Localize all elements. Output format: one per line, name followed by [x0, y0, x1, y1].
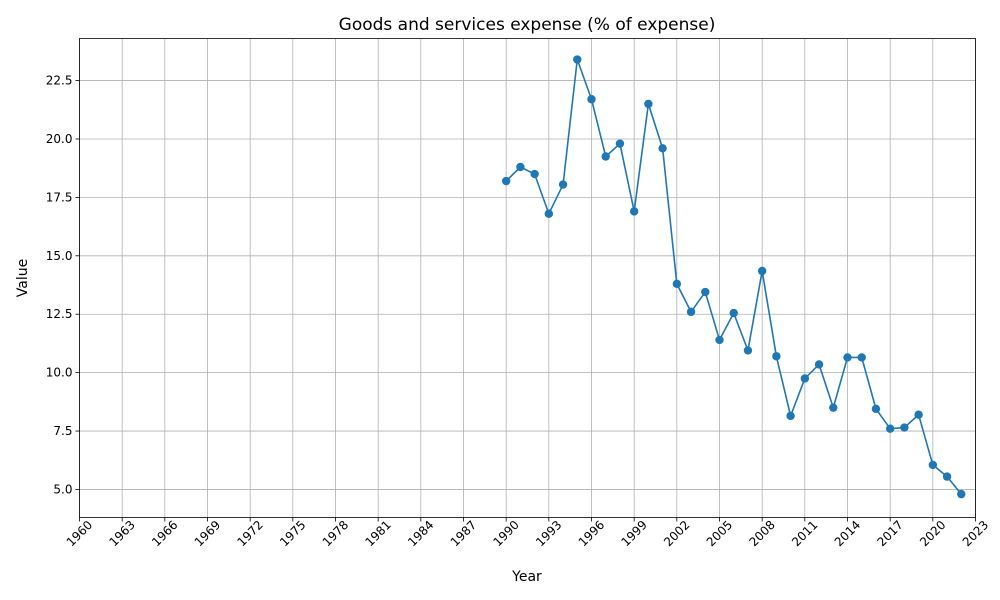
data-point: [757, 266, 767, 276]
y-tick-label: 12.5: [46, 307, 73, 321]
data-point: [686, 307, 696, 317]
y-tick-label: 10.0: [46, 366, 73, 380]
data-point: [814, 360, 824, 369]
x-tick-label: 2008: [746, 518, 777, 549]
data-point: [644, 99, 653, 109]
data-point: [957, 489, 966, 499]
data-point: [530, 169, 539, 179]
data-point: [772, 352, 781, 361]
data-point: [900, 423, 909, 432]
data-point: [615, 139, 625, 148]
data-point: [928, 460, 938, 470]
x-tick-label: 1999: [618, 518, 649, 549]
grid: [79, 38, 976, 518]
x-tick-label: 1969: [192, 518, 223, 549]
x-tick-label: 1960: [64, 518, 95, 549]
x-tick-label: 2005: [704, 518, 735, 549]
y-tick-label: 7.5: [53, 424, 72, 438]
data-point: [843, 353, 852, 362]
x-tick-label: 1981: [362, 518, 393, 549]
y-tick-label: 5.0: [53, 482, 72, 496]
chart-title: Goods and services expense (% of expense…: [339, 15, 716, 35]
x-tick-label: 2023: [960, 518, 991, 549]
data-point: [800, 374, 810, 383]
x-axis-label: Year: [511, 569, 542, 585]
data-point: [885, 424, 895, 433]
data-point: [672, 279, 682, 289]
x-tick-label: 2017: [874, 518, 905, 549]
x-tick-label: 1984: [405, 518, 436, 549]
data-point: [558, 180, 568, 189]
y-tick-label: 20.0: [46, 132, 73, 146]
x-tick-label: 1987: [448, 518, 479, 549]
x-tick-label: 1963: [106, 518, 137, 549]
x-tick-label: 1996: [576, 518, 607, 549]
x-tick-label: 1978: [320, 518, 351, 549]
x-tick-label: 1993: [533, 518, 564, 549]
data-point: [729, 308, 738, 318]
data-point: [587, 95, 596, 104]
x-tick-label: 2014: [832, 518, 863, 549]
data-point: [871, 404, 881, 414]
x-tick-label: 1990: [490, 518, 521, 549]
data-point: [658, 144, 667, 153]
y-axis: 5.0 7.5 10.0 12.5 15.0 17.5 20.0 22.5: [46, 74, 80, 496]
data-point: [857, 353, 866, 362]
plot-frame: [79, 38, 976, 518]
data-point: [573, 55, 582, 64]
data-point: [516, 162, 525, 172]
series: [501, 55, 966, 499]
x-tick-label: 1972: [234, 518, 265, 549]
x-axis: 1960 1963 1966 1969 1972 1975 1978 1981 1984 1987…: [64, 517, 991, 549]
data-point: [629, 207, 639, 216]
data-point: [942, 472, 952, 481]
data-point: [501, 176, 511, 186]
x-tick-label: 2011: [789, 518, 820, 549]
data-point: [544, 209, 554, 218]
data-point: [829, 403, 838, 412]
y-tick-label: 17.5: [46, 190, 73, 204]
data-point: [786, 411, 795, 421]
data-point: [914, 410, 923, 419]
y-tick-label: 22.5: [46, 74, 73, 88]
data-point: [601, 152, 610, 161]
x-tick-label: 2020: [917, 518, 948, 549]
x-tick-label: 1966: [149, 518, 180, 549]
y-axis-label: Value: [15, 259, 31, 297]
x-tick-label: 2002: [661, 518, 692, 549]
data-point: [701, 287, 710, 297]
x-tick-label: 1975: [277, 518, 308, 549]
data-point: [743, 346, 753, 355]
y-tick-label: 15.0: [46, 249, 73, 263]
data-point: [715, 335, 724, 345]
